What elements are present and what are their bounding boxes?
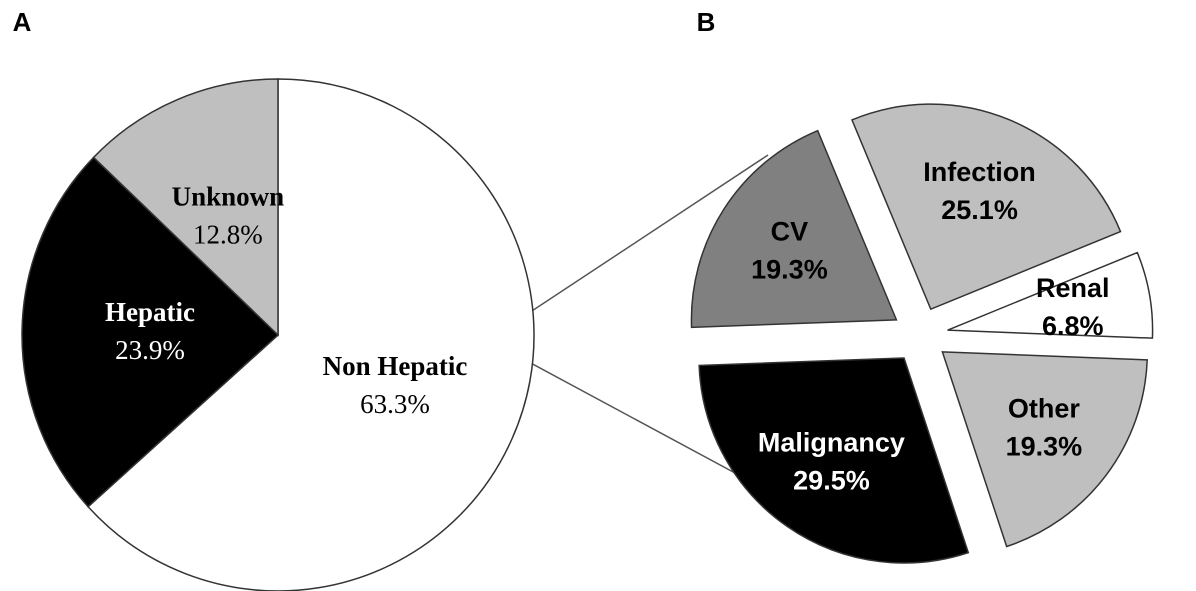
value-label: 6.8%	[1042, 311, 1104, 341]
pie-b: Infection 25.1% Renal 6.8% Other 19.3% Maligna…	[690, 103, 1154, 564]
slice-label: Hepatic	[105, 297, 195, 327]
pie-slice	[21, 156, 280, 508]
pie-slice	[850, 103, 1122, 311]
slice-label: Other	[1008, 393, 1081, 423]
value-label: 19.3%	[1006, 431, 1083, 461]
value-label: 63.3%	[360, 389, 430, 419]
pie-slice	[941, 351, 1148, 548]
slice-label: Malignancy	[758, 427, 905, 457]
pie-slice	[947, 251, 1154, 339]
connector-line	[487, 154, 769, 341]
value-label: 12.8%	[193, 219, 263, 249]
pie-slice	[92, 78, 279, 337]
panel-label: A	[13, 7, 32, 37]
slice-label: Unknown	[172, 181, 285, 211]
pie-slice	[87, 78, 535, 591]
value-label: 23.9%	[115, 335, 185, 365]
value-label: 19.3%	[751, 254, 828, 284]
pie-slice	[690, 129, 898, 329]
slice-label: Infection	[923, 157, 1036, 187]
slice-label: Non Hepatic	[323, 351, 468, 381]
slice-label: Renal	[1036, 273, 1110, 303]
panel-label: B	[697, 7, 716, 37]
pie-slice	[698, 357, 970, 564]
value-label: 25.1%	[941, 195, 1018, 225]
value-label: 29.5%	[793, 465, 870, 495]
pie-a: Non Hepatic 63.3% Hepatic 23.9% Unknown 12.8%	[21, 78, 535, 591]
slice-label: CV	[771, 216, 809, 246]
